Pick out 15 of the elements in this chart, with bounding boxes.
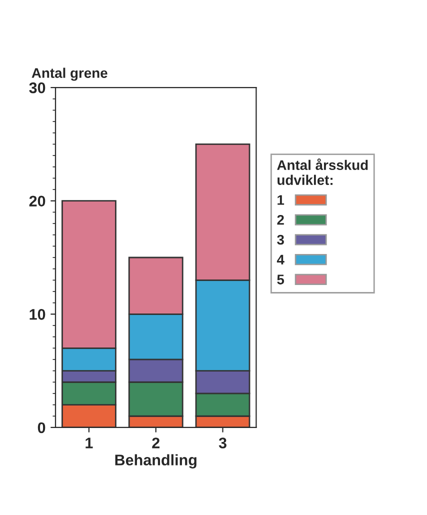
x-tick-label: 2 xyxy=(152,438,160,448)
y-axis-title: Antal grene xyxy=(32,68,108,81)
y-tick-label: 10 xyxy=(30,309,46,320)
legend-label: 1 xyxy=(278,195,284,205)
y-tick-label: 20 xyxy=(29,196,46,207)
legend-title: Antal årsskud udviklet: xyxy=(277,158,368,185)
x-tick-label: 3 xyxy=(218,438,226,448)
legend-label: 5 xyxy=(277,274,284,284)
y-tick-label: 30 xyxy=(29,82,46,94)
legend-label: 3 xyxy=(277,234,284,245)
legend-label: 2 xyxy=(277,214,284,225)
x-axis-title: Behandling xyxy=(115,454,196,468)
y-tick-label: 0 xyxy=(38,422,46,434)
legend-label: 4 xyxy=(276,254,284,264)
x-tick-label: 1 xyxy=(86,438,93,448)
